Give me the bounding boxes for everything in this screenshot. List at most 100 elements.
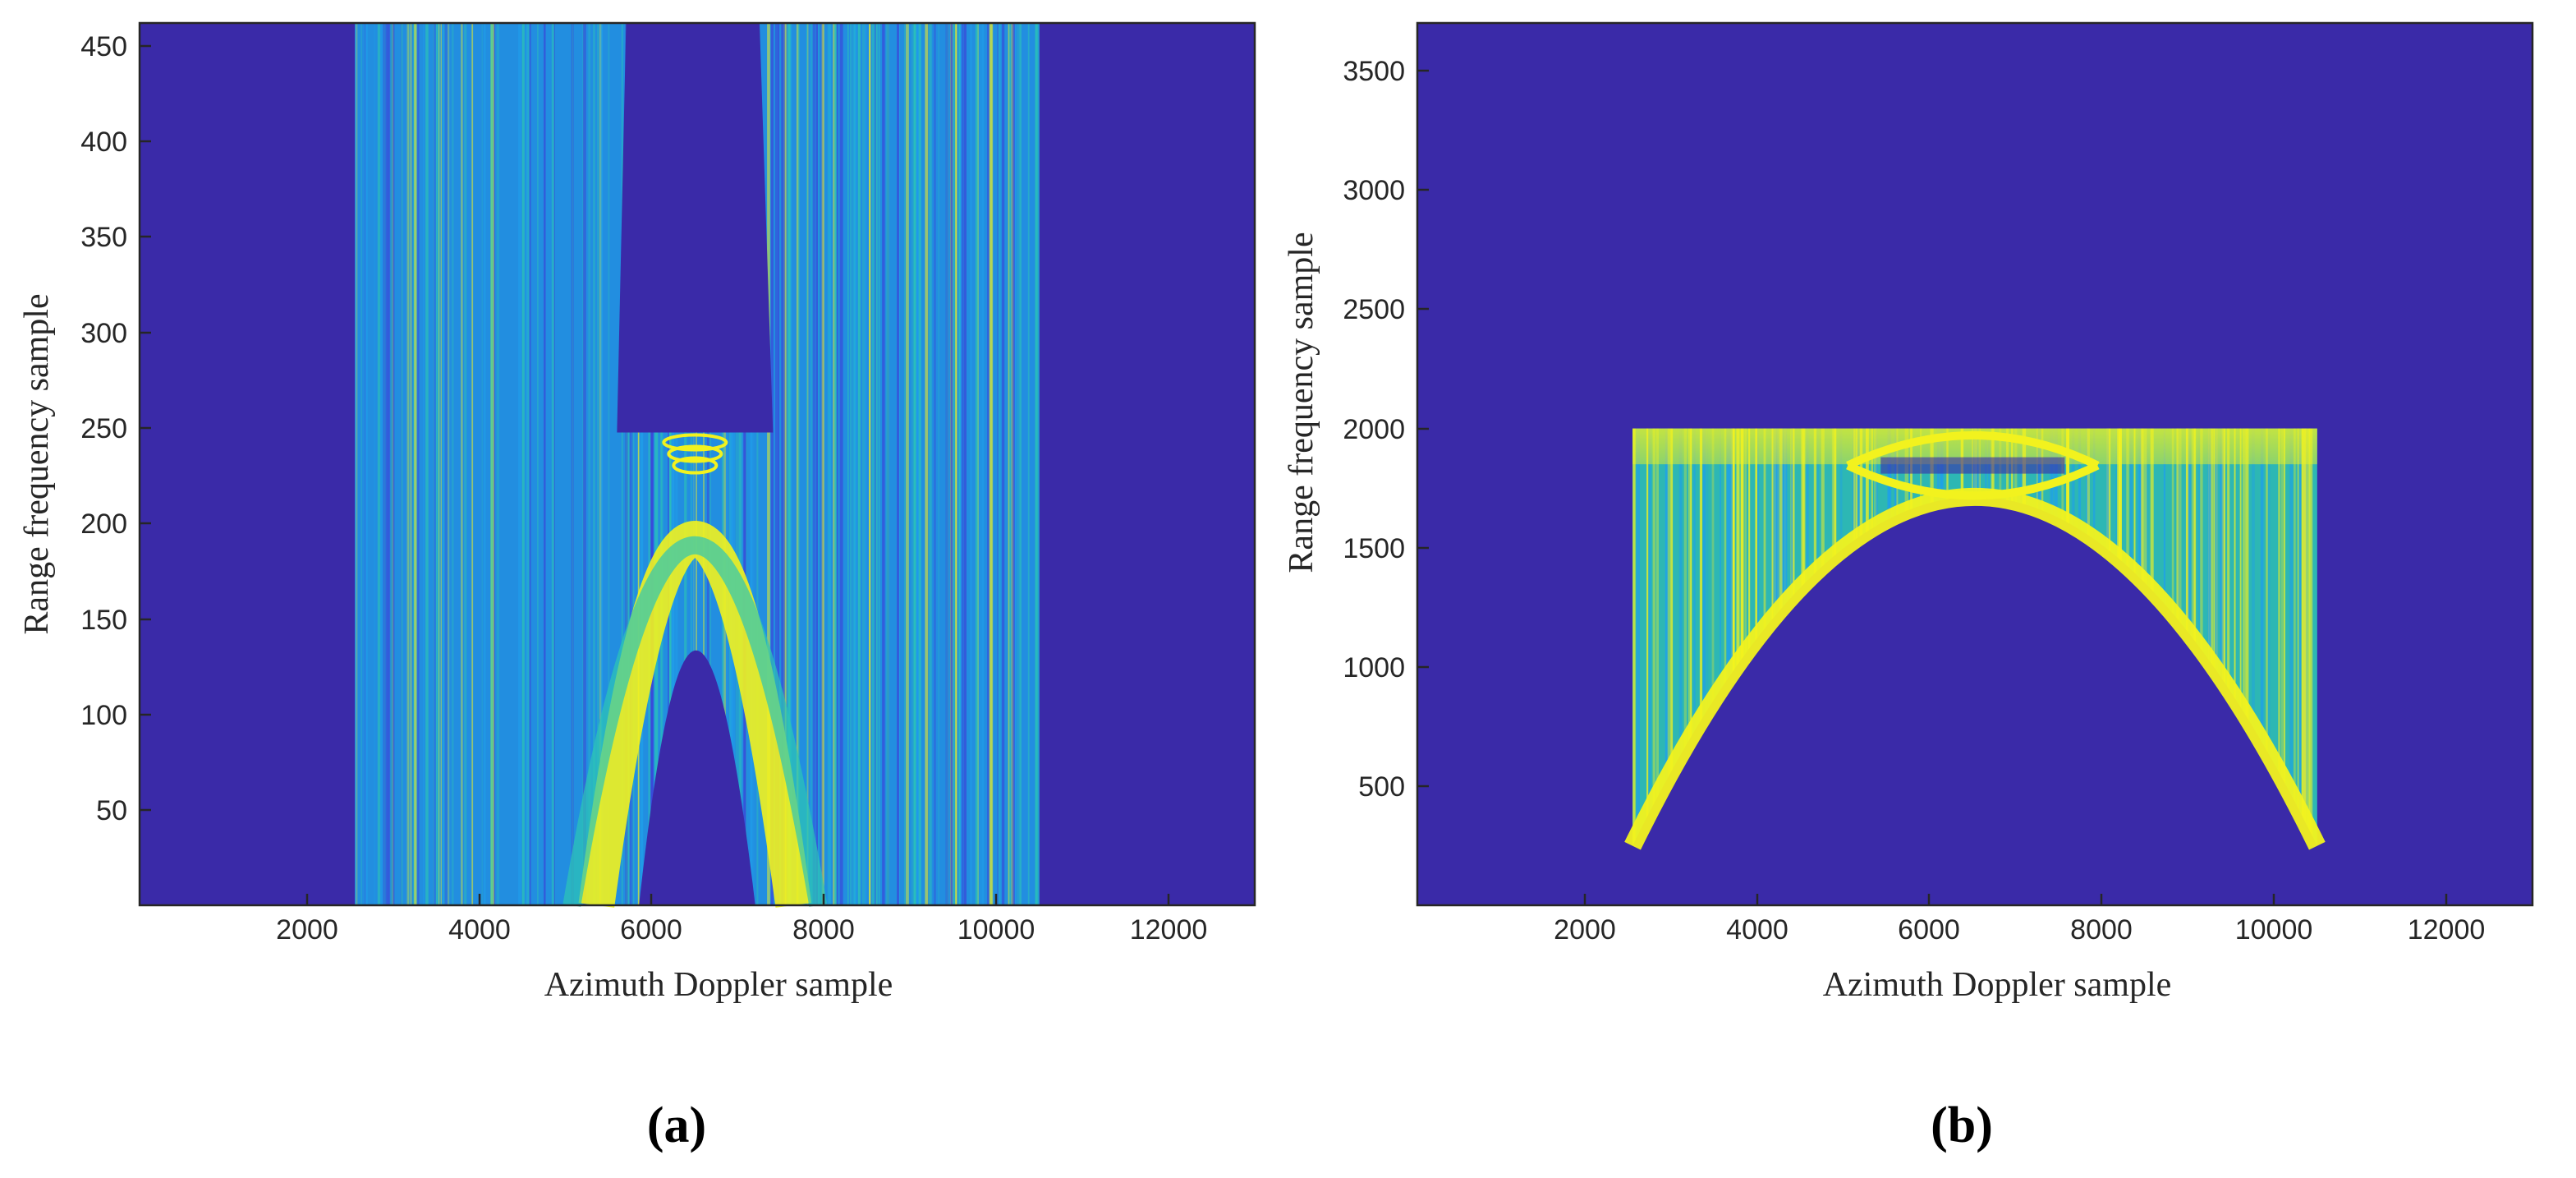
- panel-b-fringe-stripe: [1678, 428, 1682, 846]
- panel-a-fringe-stripe: [955, 23, 957, 905]
- panel-a-fringe-stripe: [410, 23, 411, 905]
- panel-a-fringe-stripe: [990, 23, 994, 905]
- panel-a-fringe-stripe: [442, 23, 445, 905]
- panel-a-fringe-stripe: [660, 23, 662, 905]
- panel-a-xtick-label: 10000: [957, 914, 1035, 946]
- panel-a-fringe-stripe: [898, 23, 900, 905]
- panel-a-fringe-stripe: [490, 23, 493, 905]
- panel-b-fringe-stripe: [1699, 428, 1702, 846]
- panel-a-fringe-stripe: [783, 23, 787, 905]
- panel-a-fringe-stripe: [385, 23, 388, 905]
- panel-a-fringe-stripe: [847, 23, 849, 905]
- panel-b-fringe-stripe: [1688, 428, 1692, 846]
- panel-a-fringe-stripe: [448, 23, 450, 905]
- panel-a-fringe-stripe: [1035, 23, 1038, 905]
- panel-a-ytick-label: 350: [80, 222, 127, 253]
- panel-b-lens-top: [1846, 431, 2100, 470]
- panel-a-fringe-stripe: [820, 23, 823, 905]
- panel-a-fringe-stripe: [729, 23, 733, 905]
- panel-a-fringe-stripe: [875, 23, 876, 905]
- panel-b-fringe-stripe: [2234, 428, 2236, 846]
- panel-a-fringe-stripe: [481, 23, 483, 905]
- panel-b-fringe-stripe: [1730, 428, 1735, 846]
- panel-b-fringe-stripe: [1720, 428, 1721, 846]
- panel-a-fringe-stripe: [767, 23, 770, 905]
- panel-b-fringe-stripe: [1728, 428, 1731, 846]
- panel-a-fringe-stripe: [1036, 23, 1040, 905]
- panel-a-fringe-stripe: [852, 23, 856, 905]
- panel-b-fringe-stripe: [2307, 428, 2311, 846]
- panel-a-fringe-stripe: [746, 23, 747, 905]
- panel-a-fringe-stripe: [998, 23, 1001, 905]
- panel-b-fringe-stripe: [2215, 428, 2217, 846]
- panel-a-fringe-stripe: [383, 23, 386, 905]
- panel-a-fringe-stripe: [423, 23, 425, 905]
- panel-a-fringe-stripe: [438, 23, 440, 905]
- panel-b-fringe-stripe: [2260, 428, 2264, 846]
- panel-a-ytick-label: 250: [80, 413, 127, 444]
- panel-a-fringe-stripe: [975, 23, 979, 905]
- panel-b-ytick-label: 3000: [1343, 175, 1405, 206]
- panel-b-axes-frame: [1416, 21, 2534, 907]
- panel-a-fringe-stripe: [886, 23, 889, 905]
- panel-a-fringe-stripe: [1008, 23, 1009, 905]
- panel-a-fringe-stripe: [897, 23, 899, 905]
- panel-b-fringe-stripe: [2208, 428, 2211, 846]
- panel-a-fringe-stripe: [981, 23, 985, 905]
- panel-a-fringe-stripe: [588, 23, 591, 905]
- panel-a-fringe-stripe: [537, 23, 539, 905]
- panel-a-fringe-stripe: [521, 23, 525, 905]
- panel-a-fringe-stripe: [989, 23, 993, 905]
- panel-a-heatmap: [355, 23, 1040, 908]
- panel-b-fringe-stripe: [1690, 428, 1692, 846]
- panel-a-fringe-stripe: [629, 23, 631, 905]
- panel-a-fringe-stripe: [406, 23, 410, 905]
- panel-a-fringe-stripe: [593, 23, 595, 905]
- panel-a-fringe-stripe: [572, 23, 573, 905]
- panel-a-xtick-label: 6000: [620, 914, 682, 946]
- panel-b-fringe-stripe: [2284, 428, 2285, 846]
- panel-b-ytick-label: 1500: [1343, 533, 1405, 564]
- panel-a-fringe-stripe: [750, 23, 753, 905]
- panel-a-fringe-stripe: [608, 23, 610, 905]
- panel-b-fringe-stripe: [2294, 428, 2296, 846]
- panel-a-fringe-stripe: [743, 23, 747, 905]
- panel-a-fringe-stripe: [691, 23, 692, 905]
- panel-a-ytick-label: 200: [80, 508, 127, 540]
- panel-a-fringe-stripe: [483, 23, 486, 905]
- panel-a-fringe-stripe: [1012, 23, 1015, 905]
- panel-a-fringe-stripe: [775, 23, 778, 905]
- panel-a-fringe-stripe: [735, 23, 739, 905]
- panel-b-fringe-stripe: [1726, 428, 1730, 846]
- panel-b-fringe-stripe: [1736, 428, 1740, 846]
- panel-a-fringe-stripe: [953, 23, 956, 905]
- panel-a-fringe-stripe: [390, 23, 393, 905]
- panel-a-fringe-stripe: [787, 23, 791, 905]
- panel-a-fringe-stripe: [979, 23, 981, 905]
- panel-a-ytick-label: 400: [80, 127, 127, 158]
- panel-a-fringe-stripe: [806, 23, 808, 905]
- panel-b-fringe-stripe: [1648, 428, 1652, 846]
- panel-a-fringe-stripe: [355, 23, 356, 905]
- panel-a-fringe-stripe: [621, 23, 623, 905]
- panel-b-ytick-label: 1000: [1343, 652, 1405, 683]
- panel-b-fringe-stripe: [1679, 428, 1683, 846]
- panel-a-fringe-stripe: [739, 23, 742, 905]
- panel-a-fringe-stripe: [723, 23, 726, 905]
- panel-a-fringe-stripe: [444, 23, 448, 905]
- panel-a-fringe-stripe: [986, 23, 990, 905]
- panel-a-fringe-stripe: [1003, 23, 1005, 905]
- panel-a-fringe-stripe: [853, 23, 857, 905]
- panel-b-fringe-stripe: [2220, 428, 2222, 846]
- panel-a-fringe-stripe: [630, 23, 633, 905]
- panel-b-xtick-label: 4000: [1726, 914, 1789, 946]
- panel-a-fringe-stripe: [637, 23, 640, 905]
- panel-b-ticks: 2000 4000 6000 8000 10000 12000 500 1000…: [1343, 56, 2485, 946]
- panel-a-fringe-stripe: [407, 23, 410, 905]
- panel-a-ylabel: Range frequency sample: [18, 293, 56, 634]
- panel-b-fringe-stripe: [2267, 428, 2271, 846]
- panel-a-xtick-label: 2000: [276, 914, 338, 946]
- panel-a-fringe-stripe: [835, 23, 838, 905]
- panel-a-fringe-stripe: [1008, 23, 1010, 905]
- panel-b-lens-core: [1880, 457, 2065, 474]
